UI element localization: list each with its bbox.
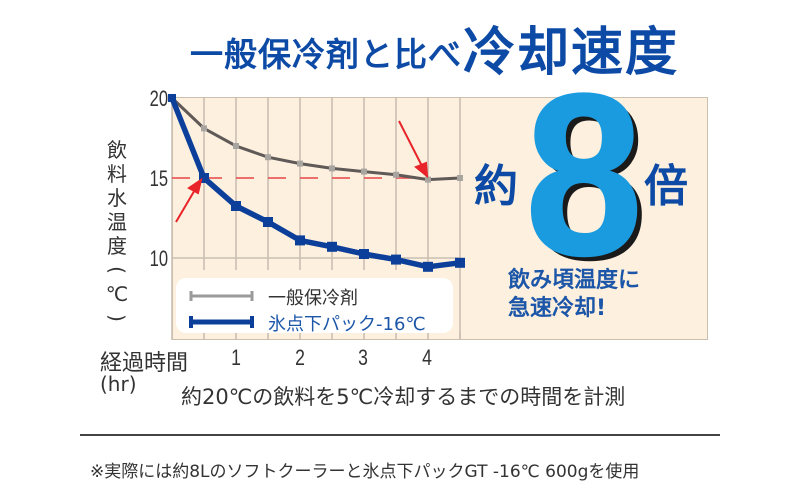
callout-subtext-line1: 飲み頃温度に (508, 268, 641, 293)
chart-legend: 一般保冷剤 氷点下パック-16℃ (176, 278, 453, 335)
arrow-icon-general (398, 120, 429, 179)
legend-label-general: 一般保冷剤 (268, 288, 358, 309)
arrow-icon-subzero (175, 177, 203, 223)
callout-subtext-line2: 急速冷却! (508, 296, 607, 321)
series-subzero-pack (169, 96, 461, 270)
divider (80, 434, 720, 436)
grid-lines (171, 97, 461, 340)
series-general-ice-pack-points (201, 125, 463, 183)
headline-cooling-speed: 冷却速度 (463, 23, 680, 83)
legend-swatches (189, 291, 254, 328)
legend-label-subzero: 氷点下パック-16℃ (268, 314, 426, 335)
y-axis-label: 飲 料 水 温 度 ( ℃ ) (105, 138, 129, 322)
x-tick-marks (203, 332, 461, 339)
x-tick-1: 1 (231, 345, 241, 370)
series-general-ice-pack (170, 96, 461, 182)
x-tick-3: 3 (358, 345, 368, 370)
x-axis-unit: (hr) (100, 372, 137, 396)
chart-caption: 約20℃の飲料を5℃冷却するまでの時間を計測 (181, 385, 626, 409)
y-tick-15: 15 (149, 166, 168, 191)
x-tick-4: 4 (422, 345, 432, 370)
x-axis-label: 経過時間 (100, 351, 189, 376)
footnote: ※実際には約8Lのソフトクーラーと氷点下パックGT -16℃ 600gを使用 (90, 462, 640, 482)
callout-prefix: 約 (474, 161, 518, 212)
callout-number: 8 (524, 46, 644, 303)
y-tick-10: 10 (149, 246, 168, 271)
series-subzero-pack-points (168, 94, 465, 272)
callout-suffix: 倍 (644, 161, 688, 212)
x-tick-2: 2 (295, 345, 305, 370)
y-tick-20: 20 (149, 86, 168, 111)
headline-comparison: 一般保冷剤と比べ (190, 35, 462, 74)
